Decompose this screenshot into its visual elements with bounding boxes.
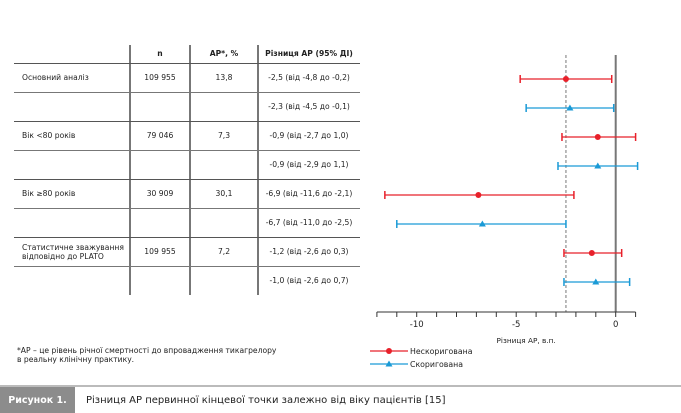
table-row-divider xyxy=(14,150,360,151)
cell-ar: 7,2 xyxy=(217,247,231,256)
cell-diff: -2,3 (від -4,5 до -0,1) xyxy=(268,102,350,111)
table-row-divider xyxy=(14,63,360,64)
cell-diff: -6,7 (від -11,0 до -2,5) xyxy=(265,218,353,227)
figure-title: Різниця АР первинної кінцевої точки зале… xyxy=(86,395,446,406)
table-row-divider xyxy=(14,92,360,93)
cell-diff: -0,9 (від -2,7 до 1,0) xyxy=(269,131,349,140)
estimate-point xyxy=(478,220,486,227)
legend-label: Нескоригована xyxy=(410,347,473,356)
cell-diff: -0,9 (від -2,9 до 1,1) xyxy=(269,160,349,169)
estimate-point xyxy=(562,76,569,82)
caption-bar: Рисунок 1. Різниця АР первинної кінцевої… xyxy=(0,385,681,413)
footnote-line1: *АР – це рівень річної смертності до впр… xyxy=(17,346,277,355)
table-column-divider xyxy=(129,45,131,295)
row-label: Вік <80 років xyxy=(22,131,76,140)
table-header: n xyxy=(157,49,163,58)
table-column-divider xyxy=(257,45,259,295)
cell-ar: 7,3 xyxy=(217,131,231,140)
cell-diff: -6,9 (від -11,6 до -2,1) xyxy=(265,189,353,198)
cell-n: 109 955 xyxy=(144,73,176,82)
estimate-point xyxy=(594,162,602,169)
x-axis-label: Різниця АР, в.п. xyxy=(497,336,556,345)
estimate-point xyxy=(588,250,595,256)
table-header: Різниця АР (95% ДІ) xyxy=(265,49,353,58)
cell-diff: -1,2 (від -2,6 до 0,3) xyxy=(269,247,349,256)
footnote-line2: в реальну клінічну практику. xyxy=(17,355,135,364)
estimate-point xyxy=(594,134,601,140)
row-label: Основний аналіз xyxy=(22,73,89,82)
x-tick-label: 0 xyxy=(613,320,618,330)
cell-ar: 30,1 xyxy=(215,189,233,198)
cell-ar: 13,8 xyxy=(215,73,233,82)
cell-diff: -1,0 (від -2,6 до 0,7) xyxy=(269,276,349,285)
x-tick-label: -10 xyxy=(410,320,424,330)
table-row-divider xyxy=(14,179,360,180)
estimate-point xyxy=(566,104,574,111)
row-label-line2: відповідно до PLATO xyxy=(22,252,104,261)
forest-plot: -10 -5 0 Різниця АР, в.п. Нескоригована Скори… xyxy=(370,55,639,369)
table-row-divider xyxy=(14,266,360,267)
cell-n: 30 909 xyxy=(146,189,174,198)
row-label: Статистичне зважування xyxy=(22,243,124,252)
legend-marker xyxy=(385,360,393,367)
cell-diff: -2,5 (від -4,8 до -0,2) xyxy=(268,73,350,82)
x-tick-label: -5 xyxy=(512,320,520,330)
table-row-divider xyxy=(14,237,360,238)
row-label: Вік ≥80 років xyxy=(22,189,76,198)
table-column-divider xyxy=(189,45,191,295)
legend-marker xyxy=(386,348,392,354)
legend-label: Скоригована xyxy=(410,360,463,369)
estimate-point xyxy=(475,192,482,198)
table-row-divider xyxy=(14,121,360,122)
table-header: АР*, % xyxy=(209,49,239,58)
table-row-divider xyxy=(14,208,360,209)
cell-n: 109 955 xyxy=(144,247,176,256)
figure-label: Рисунок 1. xyxy=(0,387,75,413)
estimate-point xyxy=(592,278,600,285)
cell-n: 79 046 xyxy=(146,131,174,140)
